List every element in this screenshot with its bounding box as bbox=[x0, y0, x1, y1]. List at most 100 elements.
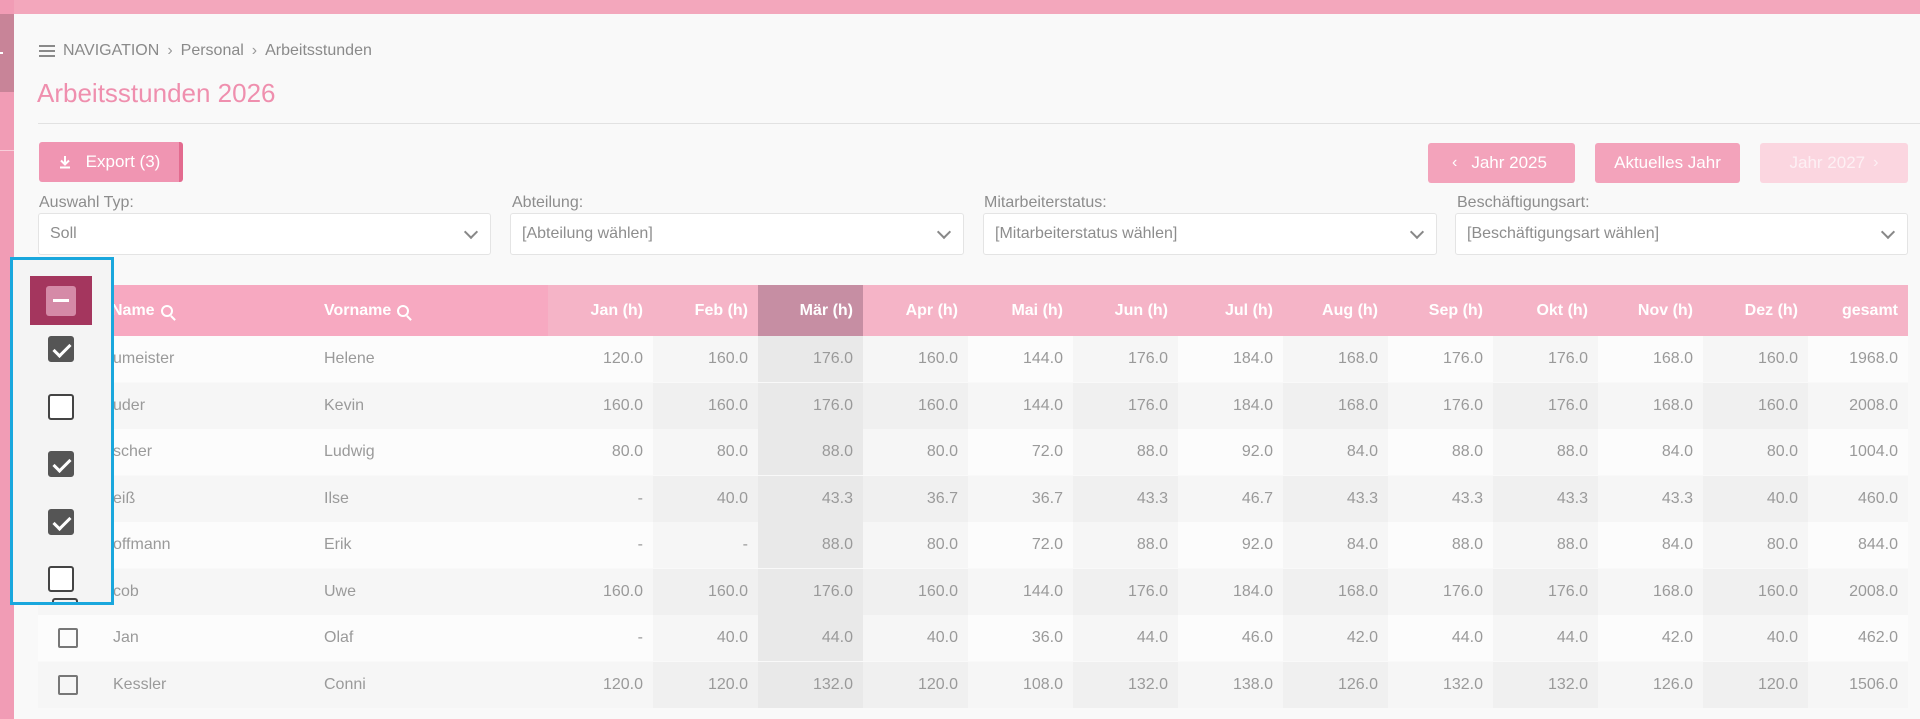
cell-month-2: 40.0 bbox=[653, 476, 758, 522]
next-year-button[interactable]: Jahr 2027 › bbox=[1760, 143, 1908, 183]
table-row[interactable]: uder Kevin 160.0 160.0 176.0 160.0 144.0 176.0 1… bbox=[38, 382, 1908, 429]
column-header-month-5[interactable]: Mai (h) bbox=[1011, 301, 1063, 319]
sidebar-chevron-icon[interactable] bbox=[0, 52, 3, 54]
menu-icon[interactable] bbox=[39, 45, 55, 57]
row-checkbox-zoom[interactable] bbox=[52, 598, 78, 602]
row-checkbox-zoom[interactable] bbox=[30, 499, 92, 545]
column-header-total[interactable]: gesamt bbox=[1841, 301, 1898, 319]
cell-month-6: 88.0 bbox=[1073, 429, 1178, 475]
export-label: Export (3) bbox=[85, 152, 161, 171]
cell-month-8: 168.0 bbox=[1283, 383, 1388, 429]
column-header-month-4[interactable]: Apr (h) bbox=[905, 301, 958, 319]
select-all-checkbox-zoom[interactable] bbox=[30, 276, 92, 325]
department-select-value: [Abteilung wählen] bbox=[522, 225, 653, 242]
column-header-month-1[interactable]: Jan (h) bbox=[590, 301, 643, 319]
status-select[interactable]: [Mitarbeiterstatus wählen] bbox=[983, 213, 1437, 255]
cell-vorname: Kevin bbox=[324, 396, 365, 414]
sidebar-active-tab[interactable] bbox=[0, 14, 14, 92]
breadcrumb-nav[interactable]: NAVIGATION bbox=[63, 42, 160, 59]
column-header-month-8[interactable]: Aug (h) bbox=[1322, 301, 1378, 319]
table-row[interactable]: Kessler Conni 120.0 120.0 132.0 120.0 108.0 132… bbox=[38, 661, 1908, 708]
main-content: NAVIGATION › Personal › Arbeitsstunden A… bbox=[14, 14, 1920, 719]
cell-month-2: 160.0 bbox=[653, 336, 758, 382]
type-filter-label: Auswahl Typ: bbox=[39, 194, 134, 211]
column-header-month-7[interactable]: Jul (h) bbox=[1225, 301, 1273, 319]
cell-month-2: 120.0 bbox=[653, 662, 758, 708]
column-header-month-10[interactable]: Okt (h) bbox=[1536, 301, 1588, 319]
department-select[interactable]: [Abteilung wählen] bbox=[510, 213, 964, 255]
cell-month-7: 92.0 bbox=[1241, 443, 1273, 460]
cell-month-1: - bbox=[637, 489, 643, 507]
row-checkbox-zoom[interactable] bbox=[30, 441, 92, 487]
table-row[interactable]: offmann Erik - -88.0 80.0 72.0 88.0 92.0 84.0 88.… bbox=[38, 522, 1908, 568]
search-icon[interactable] bbox=[397, 304, 410, 317]
cell-month-3: 176.0 bbox=[758, 336, 863, 382]
prev-year-button[interactable]: ‹ Jahr 2025 bbox=[1428, 143, 1575, 183]
cell-month-7: 184.0 bbox=[1232, 350, 1273, 367]
cell-name: offmann bbox=[113, 536, 171, 553]
cell-month-1: 120.0 bbox=[602, 675, 643, 693]
cell-month-10: 43.3 bbox=[1493, 476, 1598, 522]
cell-month-6: 176.0 bbox=[1073, 569, 1178, 615]
column-header-month-6[interactable]: Jun (h) bbox=[1114, 301, 1168, 319]
column-header-name[interactable]: Name bbox=[111, 285, 321, 336]
row-checkbox-zoom[interactable] bbox=[30, 384, 92, 430]
cell-total: 1506.0 bbox=[1849, 675, 1898, 693]
column-header-month-9[interactable]: Sep (h) bbox=[1428, 301, 1483, 319]
cell-month-8: 126.0 bbox=[1283, 662, 1388, 708]
breadcrumb-personal[interactable]: Personal bbox=[180, 42, 244, 59]
chevron-down-icon bbox=[463, 224, 479, 240]
cell-month-1: 80.0 bbox=[611, 443, 643, 460]
cell-month-9: 176.0 bbox=[1442, 582, 1483, 600]
cell-month-8: 43.3 bbox=[1283, 476, 1388, 522]
cell-month-6: 176.0 bbox=[1073, 383, 1178, 429]
row-checkbox[interactable] bbox=[58, 674, 78, 695]
row-checkbox-zoom[interactable] bbox=[30, 556, 92, 602]
column-header-month-2[interactable]: Feb (h) bbox=[694, 301, 748, 319]
export-button[interactable]: Export (3) bbox=[39, 142, 183, 182]
table-row[interactable]: Jan Olaf -40.0 44.0 40.0 36.0 44.0 46.0 42.0 44.0… bbox=[38, 615, 1908, 661]
table-row[interactable]: scher Ludwig 80.0 80.0 88.0 80.0 72.0 88.0 92.0 8… bbox=[38, 429, 1908, 475]
next-year-label: Jahr 2027 bbox=[1789, 153, 1866, 172]
checkbox-icon bbox=[48, 566, 74, 592]
row-checkbox-zoom[interactable] bbox=[30, 326, 92, 372]
cell-month-7: 184.0 bbox=[1232, 582, 1273, 600]
cell-month-9: 44.0 bbox=[1451, 629, 1483, 646]
cell-month-4: 80.0 bbox=[863, 429, 968, 475]
top-bar bbox=[0, 0, 1920, 14]
cell-month-1: - bbox=[637, 536, 643, 553]
column-header-month-11[interactable]: Nov (h) bbox=[1637, 301, 1693, 319]
employment-select[interactable]: [Beschäftigungsart wählen] bbox=[1455, 213, 1908, 255]
cell-vorname: Conni bbox=[324, 675, 366, 693]
cell-month-4: 80.0 bbox=[863, 522, 968, 568]
table-row[interactable]: umeister Helene 120.0 160.0 176.0 160.0 144.0 1… bbox=[38, 336, 1908, 382]
cell-month-11: 168.0 bbox=[1652, 396, 1693, 414]
breadcrumb-separator-icon: › bbox=[251, 42, 258, 59]
current-year-button[interactable]: Aktuelles Jahr bbox=[1595, 143, 1740, 183]
cell-month-4: 120.0 bbox=[863, 662, 968, 708]
cell-month-8: 168.0 bbox=[1283, 336, 1388, 382]
checkbox-icon bbox=[48, 508, 74, 535]
column-header-vorname[interactable]: Vorname bbox=[324, 285, 544, 336]
chevron-down-icon bbox=[1880, 224, 1896, 240]
cell-total: 844.0 bbox=[1857, 536, 1898, 553]
checkbox-icon bbox=[48, 451, 74, 477]
cell-month-12: 40.0 bbox=[1703, 476, 1808, 522]
cell-vorname: Helene bbox=[324, 350, 375, 367]
table-row[interactable]: cob Uwe 160.0 160.0 176.0 160.0 144.0 176.0 184.… bbox=[38, 568, 1908, 615]
title-divider bbox=[38, 123, 1920, 124]
cell-month-3: 43.3 bbox=[758, 475, 863, 522]
row-checkbox-cell bbox=[38, 615, 103, 661]
column-header-month-3[interactable]: Mär (h) bbox=[758, 285, 863, 336]
cell-month-3: 132.0 bbox=[758, 661, 863, 708]
cell-total: 1004.0 bbox=[1849, 443, 1898, 460]
cell-month-11: 84.0 bbox=[1661, 443, 1693, 460]
checkbox-column-highlight bbox=[10, 257, 114, 605]
table-row[interactable]: eiß Ilse -40.0 43.3 36.7 36.7 43.3 46.7 43.3 43.3… bbox=[38, 475, 1908, 522]
cell-month-6: 44.0 bbox=[1073, 615, 1178, 661]
search-icon[interactable] bbox=[160, 304, 173, 317]
column-header-month-12[interactable]: Dez (h) bbox=[1744, 301, 1798, 319]
cell-month-12: 120.0 bbox=[1703, 662, 1808, 708]
row-checkbox[interactable] bbox=[58, 628, 78, 648]
type-select[interactable]: Soll bbox=[38, 213, 491, 255]
